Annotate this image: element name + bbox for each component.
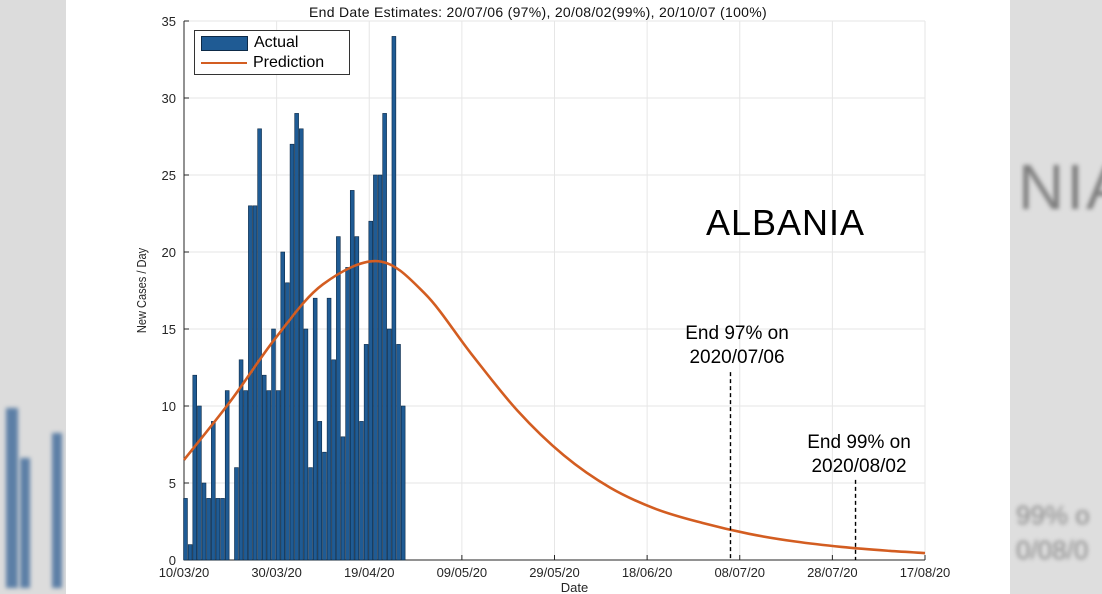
annotation-end-97: End 97% on 2020/07/06 [662, 322, 812, 370]
bar-actual [349, 190, 355, 561]
bar-actual [197, 405, 202, 561]
bar-actual [206, 498, 211, 561]
bar-actual [345, 267, 350, 561]
chart-slide: 0 5 10 15 20 25 30 35 10/03/20 30/03/20 19/04/20 09… [66, 0, 1010, 594]
legend-label: Prediction [253, 54, 325, 71]
bar-actual [183, 498, 188, 561]
y-tick-label: 20 [162, 245, 176, 260]
country-label: ALBANIA [706, 202, 866, 243]
bar-actual [201, 482, 207, 561]
bar-actual [387, 328, 392, 561]
bar-actual [238, 359, 244, 561]
bar-actual [187, 544, 193, 561]
legend-item-prediction: Prediction [201, 53, 324, 73]
bar-actual [257, 128, 262, 561]
bar-actual [326, 297, 332, 561]
ghost-country-text: NIA [1018, 151, 1102, 223]
left-background-panel [0, 0, 66, 594]
x-tick-label: 10/03/20 [159, 565, 210, 580]
bar-actual [396, 344, 401, 561]
bar-actual [303, 328, 309, 561]
ghost-annotation-text: 99% o [1016, 500, 1090, 530]
y-tick-label: 35 [162, 14, 176, 29]
bar-actual [275, 390, 281, 561]
bar-actual [220, 498, 225, 561]
x-tick-label: 17/08/20 [900, 565, 951, 580]
bar-actual [299, 128, 304, 561]
bar-actual [215, 498, 221, 561]
annotation-line2: 2020/08/02 [811, 456, 907, 477]
ghost-bar [20, 458, 30, 588]
annotation-line1: End 97% on [685, 323, 789, 344]
bar-actual [377, 174, 383, 561]
annotation-line2: 2020/07/06 [689, 347, 785, 368]
y-tick-label: 5 [169, 476, 176, 491]
x-tick-label: 09/05/20 [437, 565, 488, 580]
bar-actual [192, 374, 198, 561]
bar-actual [224, 390, 230, 561]
y-tick-label: 15 [162, 322, 176, 337]
bar-actual [294, 113, 299, 561]
bar-actual [289, 143, 295, 561]
bar-actual [285, 282, 290, 561]
y-tick-label: 10 [162, 399, 176, 414]
annotation-end-99: End 99% on 2020/08/02 [784, 431, 934, 479]
ghost-bar [52, 433, 62, 588]
ghost-annotation-text: 0/08/0 [1016, 535, 1089, 565]
bar-actual [363, 344, 369, 561]
chart-legend: Actual Prediction [194, 30, 350, 75]
ghost-bar [6, 408, 18, 588]
legend-label: Actual [254, 34, 299, 51]
bar-actual [382, 113, 387, 561]
bar-actual [211, 421, 216, 561]
bar-actual [271, 328, 276, 561]
bar-actual [354, 236, 360, 561]
bar-actual [243, 390, 248, 561]
x-tick-label: 28/07/20 [807, 565, 858, 580]
bar-actual [322, 451, 327, 561]
y-axis-label: New Cases / Day [134, 248, 149, 333]
y-tick-label: 0 [169, 553, 176, 568]
y-tick-label: 30 [162, 91, 176, 106]
prediction-line [182, 259, 926, 555]
legend-swatch-line [201, 62, 247, 64]
bar-actual [340, 436, 346, 561]
bar-actual [280, 251, 286, 561]
chart-title: End Date Estimates: 20/07/06 (97%), 20/0… [309, 4, 767, 20]
annotation-line1: End 99% on [807, 432, 911, 453]
x-tick-label: 29/05/20 [529, 565, 580, 580]
bar-actual [391, 36, 397, 561]
chart-svg: 0 5 10 15 20 25 30 35 10/03/20 30/03/20 19/04/20 09… [134, 14, 951, 594]
bar-actual [234, 467, 239, 561]
x-axis-label: Date [561, 580, 588, 594]
x-tick-label: 30/03/20 [251, 565, 302, 580]
bar-actual [373, 174, 378, 561]
bar-actual [400, 405, 406, 561]
bar-actual [308, 467, 313, 561]
legend-swatch-bar [201, 35, 248, 51]
bar-actual [261, 374, 267, 561]
y-tick-label: 25 [162, 168, 176, 183]
x-tick-label: 18/06/20 [622, 565, 673, 580]
bar-actual [252, 205, 258, 561]
right-background-panel: NIA 99% o 0/08/0 [1010, 0, 1102, 594]
x-tick-label: 08/07/20 [714, 565, 765, 580]
bar-actual [368, 220, 373, 561]
bar-actual [266, 390, 272, 561]
legend-item-actual: Actual [201, 33, 298, 53]
bar-actual [359, 421, 364, 561]
x-tick-label: 19/04/20 [344, 565, 395, 580]
bar-actual [336, 236, 341, 561]
bar-actual [317, 421, 323, 561]
bar-actual [331, 359, 336, 561]
bar-actual [248, 205, 253, 561]
bar-actual [312, 297, 318, 561]
